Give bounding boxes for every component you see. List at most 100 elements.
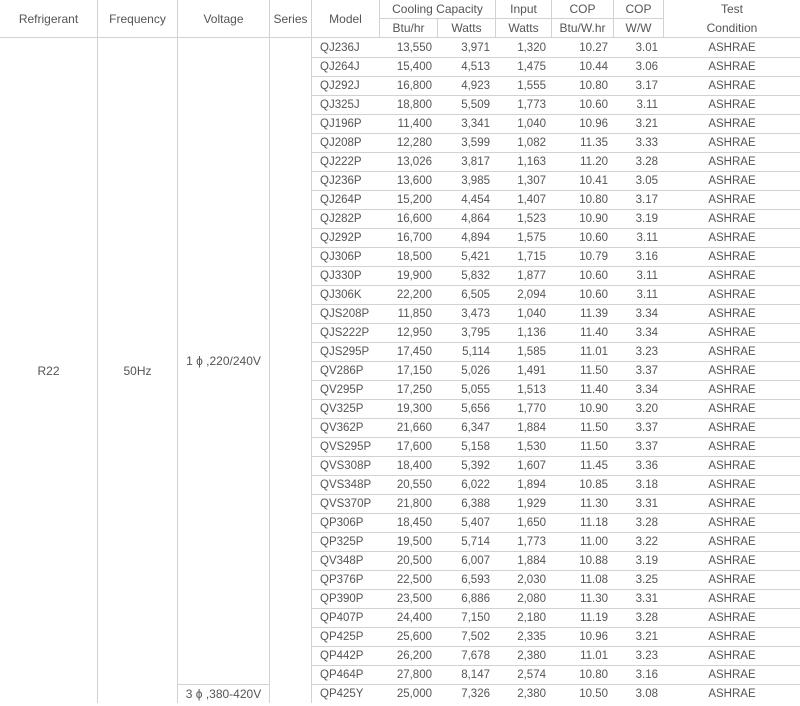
cell-watts: 8,147 xyxy=(438,666,496,684)
cell-input: 1,136 xyxy=(496,324,552,342)
cell-cop-btu: 10.27 xyxy=(552,38,614,57)
hdr-test-top: Test xyxy=(664,0,800,19)
data-columns: Model Cooling Capacity Btu/hr Watts Inpu… xyxy=(312,0,800,703)
cell-cop-btu: 11.30 xyxy=(552,590,614,608)
cell-test: ASHRAE xyxy=(664,134,800,152)
cell-model: QJ208P xyxy=(312,134,380,152)
cell-model: QV325P xyxy=(312,400,380,418)
cell-test: ASHRAE xyxy=(664,647,800,665)
cell-cop-btu: 10.44 xyxy=(552,58,614,76)
table-row: QP442P26,2007,6782,38011.013.23ASHRAE xyxy=(312,646,800,665)
cell-input: 1,650 xyxy=(496,514,552,532)
cell-watts: 5,421 xyxy=(438,248,496,266)
cell-btu: 17,450 xyxy=(380,343,438,361)
cell-cop-ww: 3.25 xyxy=(614,571,664,589)
cell-btu: 17,600 xyxy=(380,438,438,456)
cell-watts: 5,392 xyxy=(438,457,496,475)
table-row: QJ222P13,0263,8171,16311.203.28ASHRAE xyxy=(312,152,800,171)
cell-cop-ww: 3.37 xyxy=(614,419,664,437)
cell-test: ASHRAE xyxy=(664,248,800,266)
cell-btu: 13,550 xyxy=(380,38,438,57)
cell-test: ASHRAE xyxy=(664,324,800,342)
cell-watts: 6,347 xyxy=(438,419,496,437)
cell-model: QV362P xyxy=(312,419,380,437)
cell-input: 1,929 xyxy=(496,495,552,513)
cell-input: 1,773 xyxy=(496,96,552,114)
cell-btu: 25,600 xyxy=(380,628,438,646)
cell-cop-ww: 3.11 xyxy=(614,96,664,114)
cell-model: QJ325J xyxy=(312,96,380,114)
cell-btu: 16,800 xyxy=(380,77,438,95)
table-row: QVS370P21,8006,3881,92911.303.31ASHRAE xyxy=(312,494,800,513)
hdr-refrigerant: Refrigerant xyxy=(0,0,97,38)
col-series: Series xyxy=(270,0,312,703)
cell-input: 1,040 xyxy=(496,305,552,323)
cell-cop-ww: 3.11 xyxy=(614,229,664,247)
cell-btu: 17,150 xyxy=(380,362,438,380)
cell-test: ASHRAE xyxy=(664,457,800,475)
table-row: QJ306K22,2006,5052,09410.603.11ASHRAE xyxy=(312,285,800,304)
cell-input: 2,030 xyxy=(496,571,552,589)
cell-model: QP407P xyxy=(312,609,380,627)
table-row: QP425Y25,0007,3262,38010.503.08ASHRAE xyxy=(312,684,800,703)
cell-test: ASHRAE xyxy=(664,153,800,171)
cell-btu: 16,600 xyxy=(380,210,438,228)
cell-model: QJS222P xyxy=(312,324,380,342)
cell-test: ASHRAE xyxy=(664,552,800,570)
cell-model: QP390P xyxy=(312,590,380,608)
cell-input: 1,523 xyxy=(496,210,552,228)
cell-cop-ww: 3.06 xyxy=(614,58,664,76)
table-row: QVS295P17,6005,1581,53011.503.37ASHRAE xyxy=(312,437,800,456)
cell-cop-btu: 10.60 xyxy=(552,286,614,304)
cell-input: 2,180 xyxy=(496,609,552,627)
cell-btu: 12,950 xyxy=(380,324,438,342)
cell-model: QP306P xyxy=(312,514,380,532)
cell-input: 1,407 xyxy=(496,191,552,209)
cell-model: QJ306P xyxy=(312,248,380,266)
cell-watts: 5,026 xyxy=(438,362,496,380)
cell-test: ASHRAE xyxy=(664,362,800,380)
cell-cop-btu: 10.79 xyxy=(552,248,614,266)
cell-test: ASHRAE xyxy=(664,533,800,551)
table-row: QJ208P12,2803,5991,08211.353.33ASHRAE xyxy=(312,133,800,152)
cell-watts: 5,407 xyxy=(438,514,496,532)
cell-cop-ww: 3.22 xyxy=(614,533,664,551)
cell-model: QP464P xyxy=(312,666,380,684)
cell-watts: 5,714 xyxy=(438,533,496,551)
table-row: QJ236J13,5503,9711,32010.273.01ASHRAE xyxy=(312,38,800,57)
hdr-input-top: Input xyxy=(496,0,551,19)
cell-input: 1,884 xyxy=(496,552,552,570)
table-row: QJ292P16,7004,8941,57510.603.11ASHRAE xyxy=(312,228,800,247)
cell-model: QP325P xyxy=(312,533,380,551)
hdr-model: Model xyxy=(312,0,380,37)
cell-btu: 23,500 xyxy=(380,590,438,608)
cell-cop-btu: 10.96 xyxy=(552,628,614,646)
cell-test: ASHRAE xyxy=(664,495,800,513)
cell-input: 2,094 xyxy=(496,286,552,304)
cell-btu: 25,000 xyxy=(380,685,438,703)
cell-input: 1,715 xyxy=(496,248,552,266)
cell-model: QJS208P xyxy=(312,305,380,323)
cell-model: QJ306K xyxy=(312,286,380,304)
cell-cop-ww: 3.17 xyxy=(614,191,664,209)
cell-input: 2,080 xyxy=(496,590,552,608)
cell-test: ASHRAE xyxy=(664,305,800,323)
cell-input: 1,082 xyxy=(496,134,552,152)
cell-input: 1,307 xyxy=(496,172,552,190)
cell-watts: 7,678 xyxy=(438,647,496,665)
cell-btu: 18,500 xyxy=(380,248,438,266)
hdr-cop2-top: COP xyxy=(614,0,663,19)
cell-cop-btu: 10.85 xyxy=(552,476,614,494)
hdr-cop1-top: COP xyxy=(552,0,613,19)
hdr-cop2-unit: W/W xyxy=(614,19,663,37)
cell-model: QP376P xyxy=(312,571,380,589)
cell-btu: 16,700 xyxy=(380,229,438,247)
cell-cop-ww: 3.31 xyxy=(614,590,664,608)
cell-model: QJ236P xyxy=(312,172,380,190)
cell-watts: 4,513 xyxy=(438,58,496,76)
cell-cop-ww: 3.33 xyxy=(614,134,664,152)
cell-btu: 19,500 xyxy=(380,533,438,551)
cell-btu: 26,200 xyxy=(380,647,438,665)
cell-watts: 5,832 xyxy=(438,267,496,285)
cell-test: ASHRAE xyxy=(664,267,800,285)
